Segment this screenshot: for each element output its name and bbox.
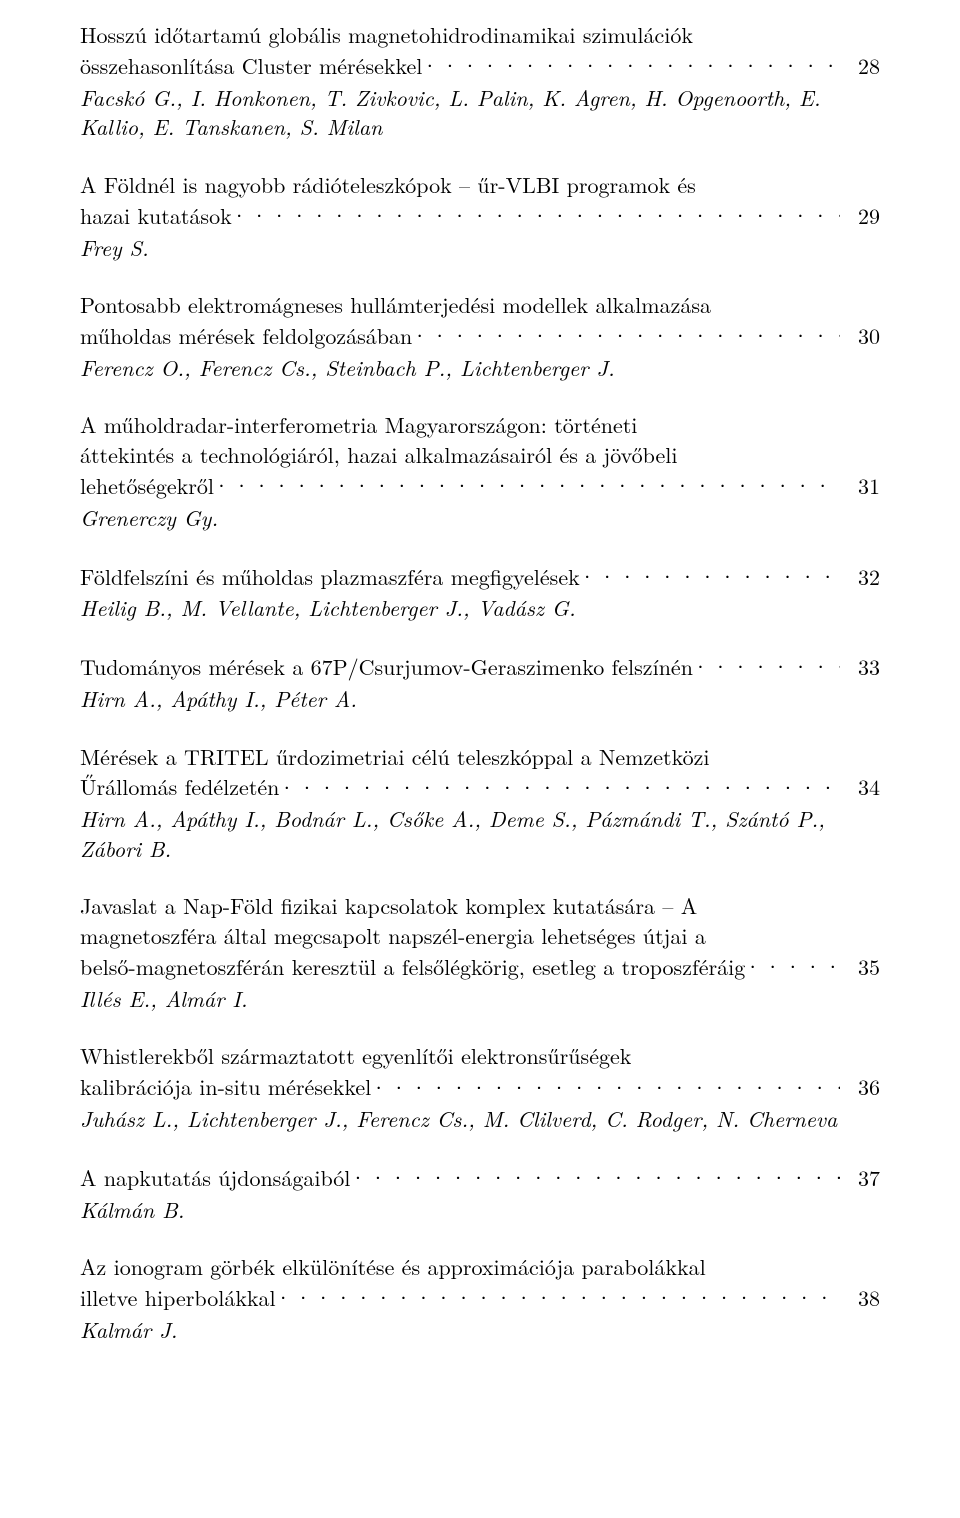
toc-page-number: 38 [845,1283,880,1313]
toc-title-line: Mérések a TRITEL űrdozimetriai célú tele… [80,742,880,772]
toc-title-lastline: hazai kutatások 29 [80,200,880,231]
toc-authors: Hirn A., Apáthy I., Bodnár L., Csőke A.,… [80,804,880,863]
toc-title: A Földnél is nagyobb rádióteleszkópok – … [80,170,880,231]
toc-title: Whistlerekből származtatott egyenlítői e… [80,1041,880,1102]
toc-title-line: Az ionogram görbék elkülönítése és appro… [80,1252,880,1282]
toc-page-number: 35 [845,952,880,982]
toc-title-lastline: Űrállomás fedélzetén 34 [80,771,880,802]
toc-title: Tudományos mérések a 67P/Csurjumov-Geras… [80,651,880,682]
toc-title: Pontosabb elektromágneses hullámterjedés… [80,290,880,351]
toc-page-number: 36 [845,1072,880,1102]
toc-entry: A napkutatás újdonságaiból 37Kálmán B. [80,1162,880,1225]
toc-authors: Hirn A., Apáthy I., Péter A. [80,684,880,714]
toc-title-lastline: lehetőségekről 31 [80,470,880,501]
toc-title-text: Űrállomás fedélzetén [80,772,279,802]
toc-authors: Heilig B., M. Vellante, Lichtenberger J.… [80,593,880,623]
toc-title: Javaslat a Nap-Föld fizikai kapcsolatok … [80,891,880,981]
toc-title-lastline: A napkutatás újdonságaiból 37 [80,1162,880,1193]
toc-entry: Hosszú időtartamú globális magnetohidrod… [80,20,880,142]
toc-title: Hosszú időtartamú globális magnetohidrod… [80,20,880,81]
toc-entry: Mérések a TRITEL űrdozimetriai célú tele… [80,742,880,864]
toc-title-lastline: illetve hiperbolákkal 38 [80,1282,880,1313]
toc-entry: Földfelszíni és műholdas plazmaszféra me… [80,560,880,623]
toc-page-number: 33 [845,652,880,682]
toc-title-text: hazai kutatások [80,201,232,231]
toc-title-lastline: kalibrációja in-situ mérésekkel 36 [80,1071,880,1102]
toc-title-lastline: belső-magnetoszférán keresztül a felsőlé… [80,951,880,982]
toc-page-number: 28 [845,51,880,81]
toc-title-line: magnetoszféra által megcsapolt napszél-e… [80,921,880,951]
toc-title: Földfelszíni és műholdas plazmaszféra me… [80,560,880,591]
toc-page-number: 31 [845,471,880,501]
toc-title-text: műholdas mérések feldolgozásában [80,321,412,351]
leader-dots [427,50,841,74]
leader-dots [355,1162,841,1186]
toc-title-line: Whistlerekből származtatott egyenlítői e… [80,1041,880,1071]
leader-dots [750,951,841,975]
toc-title: Az ionogram görbék elkülönítése és appro… [80,1252,880,1313]
toc-authors: Kálmán B. [80,1195,880,1225]
toc-authors: Frey S. [80,233,880,263]
leader-dots [697,651,840,675]
toc-title-line: A műholdradar-interferometria Magyarorsz… [80,410,880,440]
toc-title-lastline: Tudományos mérések a 67P/Csurjumov-Geras… [80,651,880,682]
toc-authors: Grenerczy Gy. [80,503,880,533]
toc-title-lastline: műholdas mérések feldolgozásában 30 [80,320,880,351]
leader-dots [417,320,841,344]
toc-title-line: Pontosabb elektromágneses hullámterjedés… [80,290,880,320]
table-of-contents: Hosszú időtartamú globális magnetohidrod… [80,20,880,1344]
toc-title-text: összehasonlítása Cluster mérésekkel [80,51,422,81]
toc-title-text: kalibrációja in-situ mérésekkel [80,1072,371,1102]
toc-authors: Juhász L., Lichtenberger J., Ferencz Cs.… [80,1104,880,1134]
toc-page-number: 29 [845,201,880,231]
toc-title-line: Javaslat a Nap-Föld fizikai kapcsolatok … [80,891,880,921]
leader-dots [236,200,840,224]
toc-title-line: Hosszú időtartamú globális magnetohidrod… [80,20,880,50]
leader-dots [218,470,840,494]
leader-dots [376,1071,841,1095]
leader-dots [584,560,840,584]
toc-title: A napkutatás újdonságaiból 37 [80,1162,880,1193]
toc-title-text: A napkutatás újdonságaiból [80,1163,350,1193]
toc-title-text: Földfelszíni és műholdas plazmaszféra me… [80,562,580,592]
toc-title-line: áttekintés a technológiáról, hazai alkal… [80,440,880,470]
toc-title-text: illetve hiperbolákkal [80,1283,276,1313]
toc-title-lastline: Földfelszíni és műholdas plazmaszféra me… [80,560,880,591]
toc-entry: A Földnél is nagyobb rádióteleszkópok – … [80,170,880,262]
toc-entry: Tudományos mérések a 67P/Csurjumov-Geras… [80,651,880,714]
toc-page-number: 30 [845,321,880,351]
toc-title-text: lehetőségekről [80,471,214,501]
toc-title: Mérések a TRITEL űrdozimetriai célú tele… [80,742,880,803]
toc-authors: Illés E., Almár I. [80,984,880,1014]
toc-entry: Javaslat a Nap-Föld fizikai kapcsolatok … [80,891,880,1013]
toc-authors: Facskó G., I. Honkonen, T. Zivkovic, L. … [80,83,880,142]
toc-entry: Whistlerekből származtatott egyenlítői e… [80,1041,880,1133]
toc-title-line: A Földnél is nagyobb rádióteleszkópok – … [80,170,880,200]
toc-title-text: Tudományos mérések a 67P/Csurjumov-Geras… [80,652,693,682]
toc-title: A műholdradar-interferometria Magyarorsz… [80,410,880,500]
toc-entry: Az ionogram görbék elkülönítése és appro… [80,1252,880,1344]
toc-page-number: 34 [845,772,880,802]
toc-page-number: 37 [845,1163,880,1193]
leader-dots [280,1282,840,1306]
toc-entry: A műholdradar-interferometria Magyarorsz… [80,410,880,532]
toc-entry: Pontosabb elektromágneses hullámterjedés… [80,290,880,382]
toc-title-lastline: összehasonlítása Cluster mérésekkel 28 [80,50,880,81]
leader-dots [284,771,841,795]
toc-title-text: belső-magnetoszférán keresztül a felsőlé… [80,952,745,982]
toc-authors: Kalmár J. [80,1315,880,1345]
toc-page-number: 32 [845,562,880,592]
toc-authors: Ferencz O., Ferencz Cs., Steinbach P., L… [80,353,880,383]
